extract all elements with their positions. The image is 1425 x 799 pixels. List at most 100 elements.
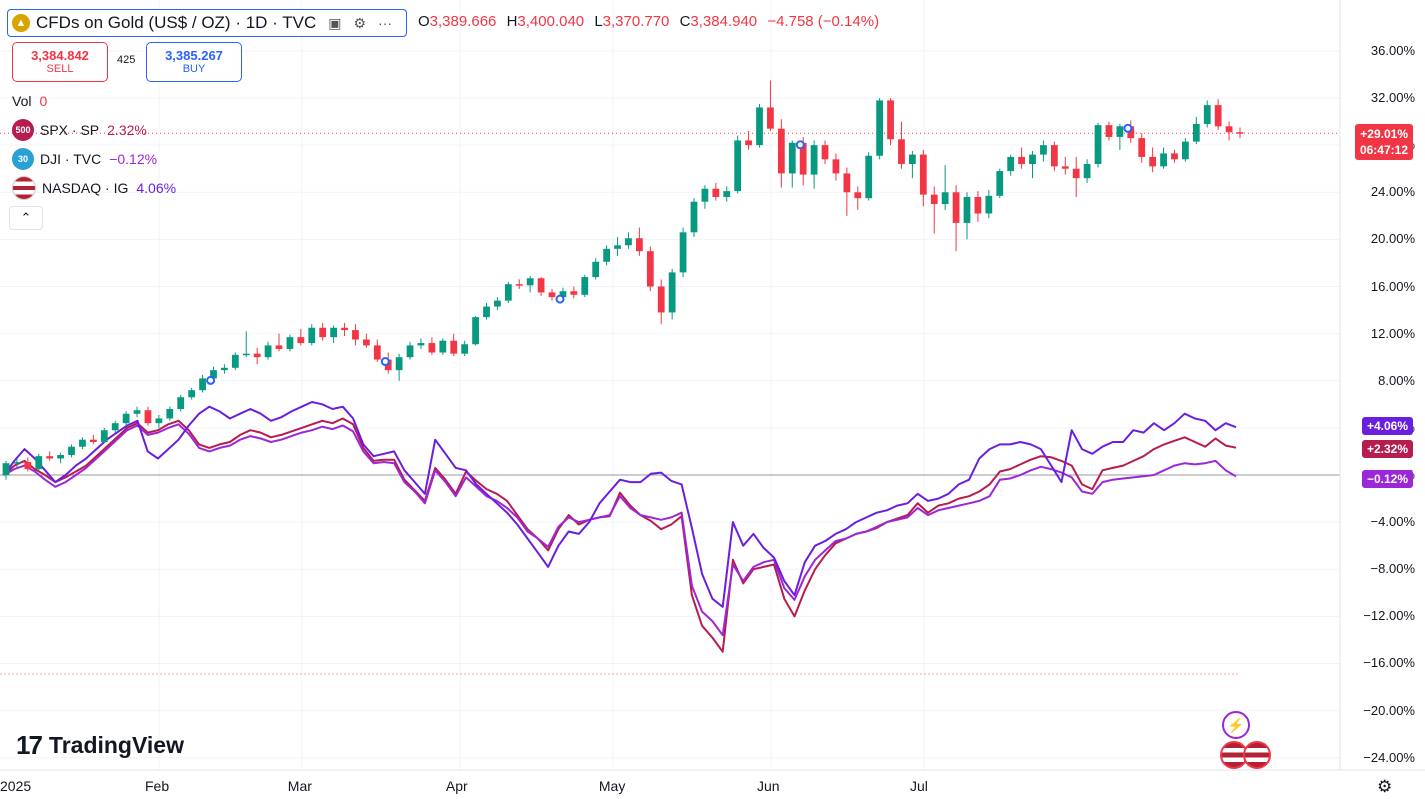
candle-body [974,196,982,214]
ohlc-readout: O3,389.666 H3,400.040 L3,370.770 C3,384.… [418,13,885,30]
tradingview-logo: 17 TradingView [16,730,184,761]
candle-body [570,291,578,295]
candle-body [1018,156,1025,165]
candle-body [1083,164,1091,179]
symbol-title-box[interactable]: ▲ CFDs on Gold (US$ / OZ) · 1D · TVC ▣ ⚙… [7,9,407,37]
spread-value: 425 [117,54,136,66]
candle-body [690,201,698,233]
ohlc-open: 3,389.666 [429,13,497,30]
candle-body [821,145,829,160]
candle-body [876,100,884,156]
candle-body [308,327,316,344]
candle-body [13,462,21,464]
candle-body [24,462,32,470]
buy-price: 3,385.267 [165,48,223,63]
candle-body [286,337,294,349]
nasdaq-price-tag: +4.06% [1361,417,1413,435]
candle-body [548,292,556,298]
candle-body [231,354,239,368]
candle-body [46,456,54,459]
sell-price: 3,384.842 [31,48,89,63]
candle-body [996,171,1004,196]
series-line-nasdaq [3,401,1237,608]
legend-dji[interactable]: 30 DJI · TVC −0.12% [12,148,157,170]
candle-body [2,463,10,475]
ohlc-low: 3,370.770 [602,13,670,30]
legend-spx-value: 2.32% [107,122,147,138]
legend-nasdaq-name: NASDAQ · IG [42,180,129,196]
candle-body [253,353,261,358]
candle-body [635,238,643,252]
candle-body [734,140,742,192]
event-marker [206,375,216,385]
legend-dji-name: DJI · TVC [40,151,102,167]
us-event-flag-icon[interactable] [1243,741,1271,769]
candle-body [373,345,381,360]
candle-body [188,390,196,398]
ohlc-high: 3,400.040 [517,13,585,30]
legend-nasdaq[interactable]: NASDAQ · IG 4.06% [12,176,176,200]
candle-body [614,245,621,249]
volume-legend[interactable]: Vol 0 [12,93,47,109]
sell-button[interactable]: 3,384.842 SELL [12,42,108,82]
legend-spx[interactable]: 500 SPX · SP 2.32% [12,119,147,141]
event-marker [1123,123,1133,133]
candle-body [319,327,327,338]
lightning-event-icon[interactable]: ⚡ [1222,711,1250,739]
candle-body [1182,141,1189,160]
gold-bars-icon: ▲ [12,14,30,32]
spx-price-tag: +2.32% [1361,440,1413,458]
candle-body [1171,153,1178,160]
candle-body [898,139,905,165]
candle-body [788,142,796,174]
candle-body [199,378,206,391]
candle-body [745,140,752,146]
x-tick-label: Jul [910,778,928,794]
more-icon[interactable]: ··· [378,15,393,31]
candle-body [909,154,916,165]
candle-body [865,155,873,199]
collapse-legend-button[interactable]: ⌃ [9,206,43,230]
us-flag-icon [12,176,36,200]
candle-body [1116,126,1124,137]
y-tick-label: 36.00% [1370,42,1415,58]
candle-body [843,173,851,193]
candle-body [832,159,840,174]
candle-body [887,100,894,140]
candle-body [472,317,479,345]
candle-body [668,272,676,313]
y-tick-label: −20.00% [1363,702,1415,718]
compare-icon[interactable]: ▣ [328,14,342,31]
x-tick-label: Feb [145,778,170,794]
candle-body [417,343,425,346]
candle-body [483,306,490,318]
candle-body [341,327,348,331]
y-tick-label: 12.00% [1370,325,1415,341]
x-tick-label: Apr [445,778,468,794]
y-tick-label: −8.00% [1370,561,1415,577]
candle-body [494,300,501,307]
countdown-tag: 06:47:12 [1359,143,1408,157]
symbol-title: CFDs on Gold (US$ / OZ) · 1D · TVC [36,13,317,32]
settings-icon[interactable]: ⚙ [353,14,367,31]
event-marker [555,294,565,304]
series-line-dji [3,423,1237,637]
candle-body [1192,123,1200,142]
candle-body [1225,126,1233,133]
candle-body [581,277,589,295]
candle-body [1160,153,1167,167]
candle-body [111,423,119,431]
candle-body [79,439,86,447]
candle-body [963,196,971,223]
candle-body [362,339,370,346]
settings-gear-icon[interactable]: ⚙ [1377,777,1393,796]
candle-body [1236,132,1244,134]
candle-body [264,345,272,358]
y-tick-label: 8.00% [1378,372,1415,388]
candle-body [242,353,250,356]
candle-body [155,418,163,424]
buy-button[interactable]: 3,385.267 BUY [146,42,242,82]
candle-body [767,107,774,129]
buy-label: BUY [182,63,206,75]
